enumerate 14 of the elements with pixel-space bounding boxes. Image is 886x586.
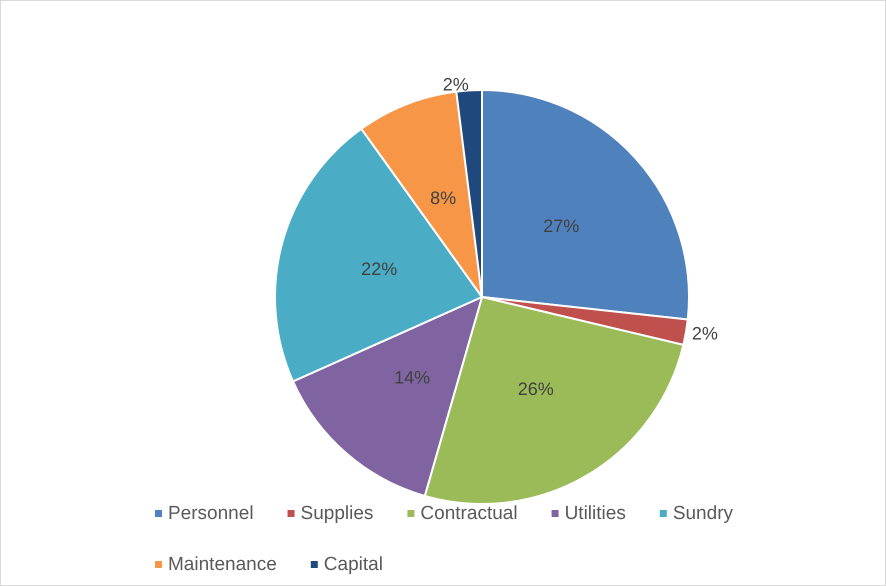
data-label: 8% (430, 188, 456, 208)
legend-label: Contractual (420, 503, 518, 524)
legend-label: Personnel (168, 503, 254, 524)
legend-label: Utilities (564, 503, 626, 524)
data-label: 2% (692, 323, 718, 344)
legend-label: Supplies (300, 503, 374, 524)
data-label: 27% (543, 216, 580, 236)
data-label: 26% (518, 378, 554, 399)
legend-label: Capital (324, 554, 383, 575)
data-label: 2% (442, 74, 469, 94)
data-label: 14% (394, 367, 430, 388)
legend-label: Sundry (672, 503, 734, 524)
data-label: 22% (361, 259, 398, 280)
legend-label: Maintenance (168, 554, 277, 575)
